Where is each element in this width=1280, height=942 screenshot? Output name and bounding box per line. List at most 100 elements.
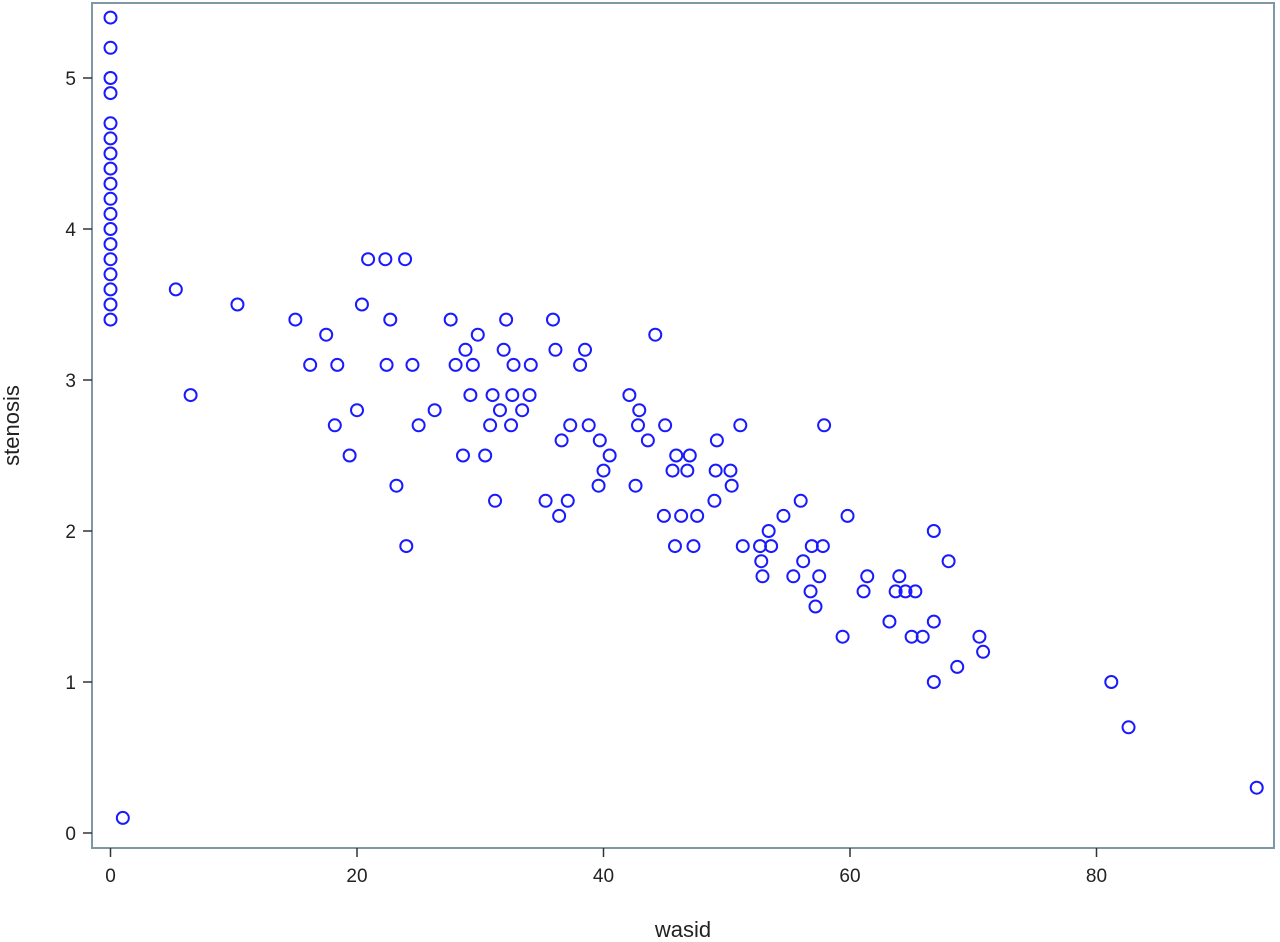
y-tick-label: 1 xyxy=(65,673,76,694)
data-point xyxy=(470,327,485,342)
x-tick-label: 40 xyxy=(593,866,614,887)
data-point xyxy=(656,508,671,523)
data-point xyxy=(478,448,493,463)
data-point xyxy=(733,418,748,433)
data-point xyxy=(658,418,673,433)
data-point xyxy=(443,312,458,327)
data-point xyxy=(812,569,827,584)
data-point xyxy=(427,403,442,418)
data-point xyxy=(632,403,647,418)
data-point xyxy=(448,357,463,372)
data-point xyxy=(707,493,722,508)
data-point xyxy=(596,463,611,478)
data-point xyxy=(592,433,607,448)
data-point xyxy=(492,403,507,418)
data-point xyxy=(465,357,480,372)
plot-frame xyxy=(91,2,1275,849)
data-point xyxy=(667,539,682,554)
data-point xyxy=(723,463,738,478)
y-axis: 0 1 2 3 4 5 xyxy=(65,69,92,845)
data-point xyxy=(815,539,830,554)
data-point xyxy=(327,418,342,433)
data-point xyxy=(522,388,537,403)
data-point xyxy=(103,131,118,146)
data-point xyxy=(573,357,588,372)
data-point xyxy=(708,463,723,478)
data-point xyxy=(926,524,941,538)
data-point xyxy=(665,463,680,478)
data-point xyxy=(463,388,478,403)
data-point xyxy=(115,810,130,825)
data-point xyxy=(972,629,987,644)
data-point xyxy=(103,116,118,131)
y-tick-label: 4 xyxy=(65,220,76,241)
data-point xyxy=(350,403,364,418)
data-point xyxy=(776,508,791,523)
x-tick-label: 80 xyxy=(1086,866,1107,887)
data-point xyxy=(485,388,500,403)
data-point xyxy=(103,191,118,206)
data-point xyxy=(976,644,991,659)
data-point xyxy=(383,312,398,327)
data-point xyxy=(405,357,420,372)
data-point xyxy=(755,569,770,584)
data-point xyxy=(379,357,394,372)
data-point xyxy=(803,584,818,599)
data-point xyxy=(398,252,413,267)
data-point xyxy=(361,252,376,267)
data-points xyxy=(103,10,1264,825)
data-point xyxy=(581,418,596,433)
data-point xyxy=(103,206,118,221)
data-point xyxy=(515,403,530,418)
y-axis-title: stenosis xyxy=(0,385,24,466)
data-point xyxy=(354,297,369,312)
data-point xyxy=(761,524,776,538)
data-point xyxy=(411,418,426,433)
data-point xyxy=(709,433,724,448)
data-point xyxy=(796,554,811,569)
data-point xyxy=(622,388,637,403)
data-point xyxy=(103,40,118,55)
data-point xyxy=(908,584,923,599)
data-point xyxy=(892,569,907,584)
data-point xyxy=(856,584,871,599)
data-point xyxy=(103,161,118,176)
data-point xyxy=(506,357,521,372)
data-point xyxy=(754,554,769,569)
data-point xyxy=(764,539,779,554)
x-axis-title: wasid xyxy=(654,917,711,942)
data-point xyxy=(628,478,643,493)
data-point xyxy=(882,614,897,629)
data-point xyxy=(103,176,118,191)
x-axis: 0 20 40 60 80 xyxy=(105,848,1107,887)
data-point xyxy=(183,388,198,403)
data-point xyxy=(808,599,823,614)
data-point xyxy=(103,237,118,252)
y-tick-label: 0 xyxy=(65,824,76,845)
data-point xyxy=(860,569,875,584)
data-point xyxy=(505,388,520,403)
data-point xyxy=(786,569,801,584)
data-point xyxy=(724,478,739,493)
data-point xyxy=(230,297,245,312)
data-point xyxy=(545,312,560,327)
data-point xyxy=(548,342,563,357)
data-point xyxy=(682,448,697,463)
data-point xyxy=(288,312,303,327)
data-point xyxy=(680,463,695,478)
data-point xyxy=(674,508,689,523)
data-point xyxy=(578,342,593,357)
data-point xyxy=(835,629,850,644)
data-point xyxy=(319,327,334,342)
data-point xyxy=(523,357,538,372)
data-point xyxy=(103,86,118,101)
data-point xyxy=(648,327,663,342)
data-point xyxy=(103,282,118,297)
data-point xyxy=(483,418,498,433)
data-point xyxy=(602,448,617,463)
data-point xyxy=(496,342,511,357)
data-point xyxy=(888,584,903,599)
data-point xyxy=(1104,675,1119,689)
